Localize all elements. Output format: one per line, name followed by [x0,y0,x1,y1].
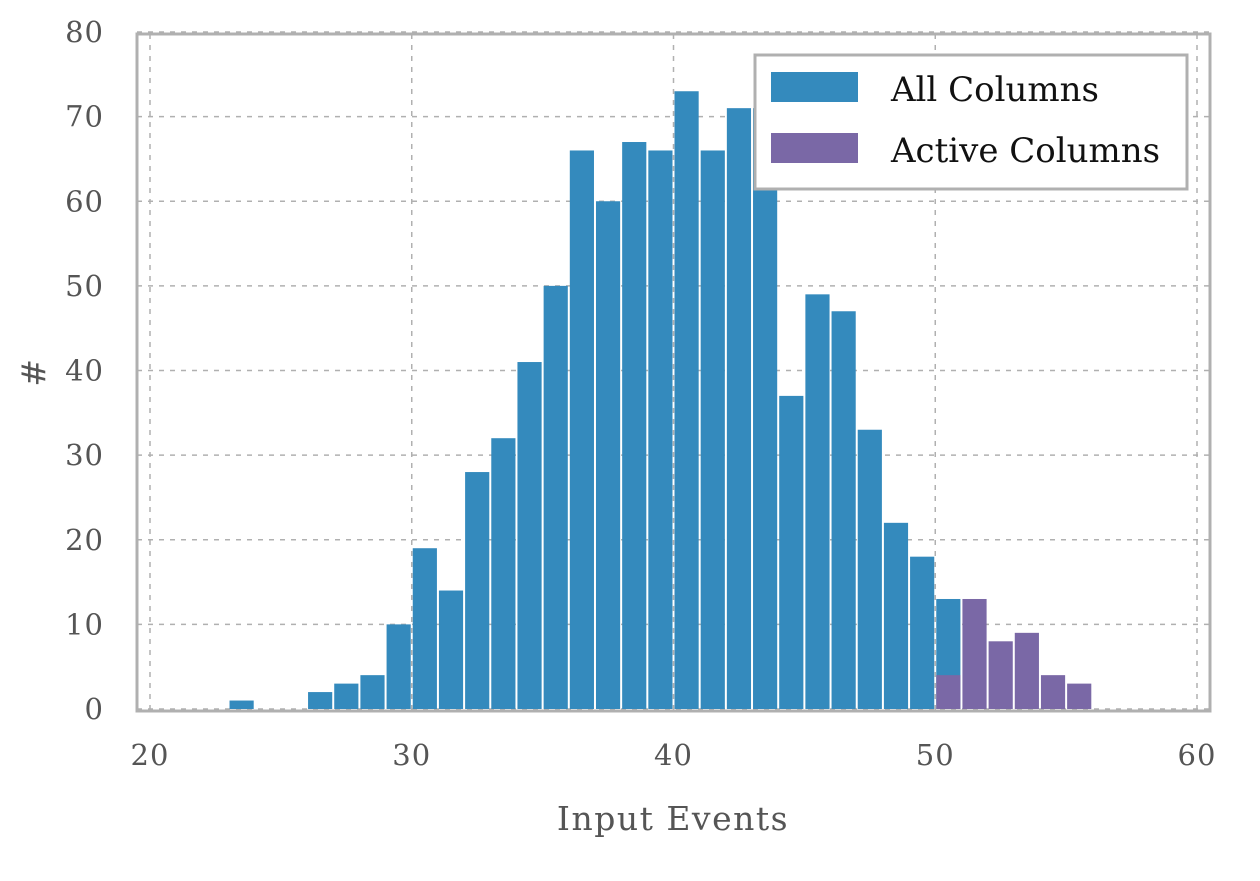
bar-all-columns [753,108,778,710]
y-tick-label: 80 [65,15,104,49]
bar-all-columns [674,91,699,710]
legend-swatch-all-columns [771,72,858,102]
legend-swatch-active-columns [771,133,858,163]
bar-all-columns [910,556,935,709]
legend-label-all-columns: All Columns [890,70,1099,110]
y-tick-label: 30 [65,438,104,472]
x-tick-label: 50 [916,738,955,772]
x-tick-label: 60 [1178,738,1217,772]
legend-label-active-columns: Active Columns [890,131,1160,171]
bar-all-columns [779,395,804,709]
y-tick-label: 40 [65,354,104,388]
bar-all-columns [700,150,725,710]
axis-ticks: 20 30 40 50 60 0 10 20 30 40 50 60 70 80 [65,15,1217,772]
x-tick-label: 40 [654,738,693,772]
bar-all-columns [491,438,516,709]
x-tick-label: 30 [392,738,431,772]
bar-all-columns [334,683,359,709]
plot-frame [135,32,1212,713]
bar-all-columns [648,150,673,710]
bar-active-columns [1014,632,1039,709]
y-axis-label: # [14,357,53,386]
y-tick-label: 10 [65,607,104,641]
bar-all-columns [412,548,437,709]
bar-all-columns [883,522,909,709]
y-tick-label: 60 [65,184,104,218]
bar-all-columns [438,590,464,709]
bar-all-columns [857,429,882,709]
legend: All Columns Active Columns [753,53,1189,191]
bar-all-columns [517,362,542,709]
y-tick-label: 50 [65,269,104,303]
bar-all-columns [595,201,621,709]
bar-all-columns [543,285,568,709]
bar-active-columns [936,675,961,709]
bar-all-columns [308,692,333,709]
bar-active-columns [1040,675,1066,709]
bar-active-columns [1067,683,1092,709]
bar-active-columns [962,598,987,709]
bar-all-columns [229,700,254,709]
bar-all-columns [726,108,752,710]
bar-all-columns [360,675,385,709]
bar-all-columns [805,294,830,709]
bar-active-columns [988,641,1013,709]
bar-all-columns [569,150,594,710]
bar-all-columns [465,472,490,709]
y-tick-label: 70 [65,100,104,134]
bar-all-columns [386,624,411,709]
x-tick-label: 20 [131,738,170,772]
x-axis-label: Input Events [557,799,789,838]
y-tick-label: 20 [65,523,104,557]
bar-all-columns [831,311,856,709]
bars [229,91,1092,710]
bar-all-columns [622,142,647,709]
y-tick-label: 0 [85,692,104,726]
